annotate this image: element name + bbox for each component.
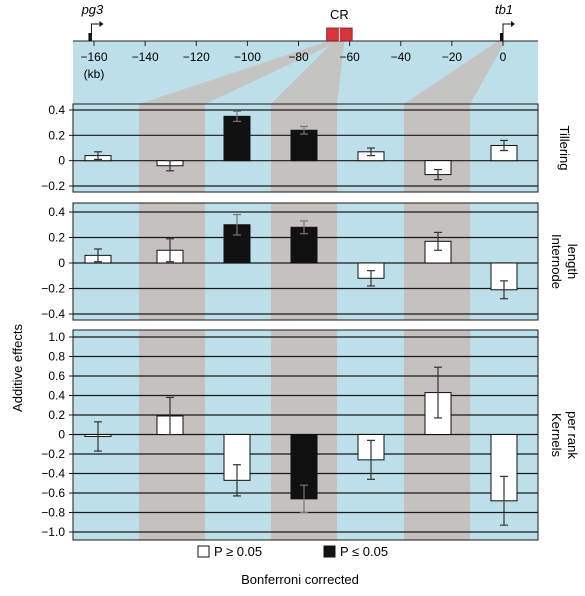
bar — [223, 115, 251, 162]
genome-track: −160 −140 −120 −100 −80 −60 −40 −20 0 (kb) CR pg3 tb… — [73, 2, 538, 104]
y-tick-label: 0.4 — [48, 205, 65, 219]
gene-arrow — [502, 23, 511, 33]
y-tick-label: 1.0 — [48, 330, 65, 344]
window-connectors — [139, 41, 506, 104]
y-tick-label: −0.8 — [41, 506, 65, 520]
connector-wedge — [271, 41, 345, 104]
y-tick-label: 0.4 — [48, 103, 65, 117]
region-label: CR — [330, 7, 349, 22]
trait-label: per rank — [565, 411, 580, 459]
y-tick-label: 0 — [58, 256, 65, 270]
y-tick-label: 0.2 — [48, 231, 65, 245]
track-tick-label: −160 — [80, 50, 107, 64]
legend: P ≥ 0.05 P ≤ 0.05 Bonferroni corrected — [197, 544, 388, 587]
gene-label: tb1 — [495, 2, 513, 17]
legend-swatch-nonsignificant — [197, 545, 210, 558]
track-tick-label: −40 — [391, 50, 412, 64]
legend-swatch-significant — [323, 545, 336, 558]
y-tick-label: 0.2 — [48, 128, 65, 142]
y-axis-label: Additive effects — [10, 324, 25, 412]
trait-label: Internode — [549, 234, 564, 289]
track-tick-label: 0 — [500, 50, 507, 64]
track-tick-label: −120 — [183, 50, 210, 64]
connector-wedge — [404, 41, 506, 104]
track-tick-label: −140 — [132, 50, 159, 64]
bar — [290, 129, 318, 162]
y-tick-label: 0.2 — [48, 408, 65, 422]
y-tick-label: 0.6 — [48, 369, 65, 383]
shaded-column — [139, 104, 205, 192]
gene-arrowhead — [99, 21, 104, 27]
y-tick-label: −0.2 — [41, 282, 65, 296]
panel-frame — [72, 103, 539, 193]
y-tick-label: −0.2 — [41, 447, 65, 461]
trait-label: Kernels — [549, 413, 564, 458]
gene-label: pg3 — [81, 2, 104, 17]
trait-label: Tillering — [557, 125, 572, 170]
panel-frame — [72, 329, 539, 541]
legend-label-significant: P ≤ 0.05 — [340, 544, 388, 559]
track-tick-label: −100 — [234, 50, 261, 64]
trait-label: length — [565, 244, 580, 279]
legend-label-nonsignificant: P ≥ 0.05 — [214, 544, 262, 559]
gene-marker — [88, 33, 92, 41]
gene-arrowhead — [511, 21, 515, 27]
trait-panels: −0.2 0 0.2 0.4 Tillering −0.4 −0.2 0 0.2 0.4 Inter… — [41, 103, 580, 541]
panel-frame — [72, 202, 539, 321]
y-tick-label: −1.0 — [41, 525, 65, 539]
shaded-column — [404, 104, 470, 192]
panel-tillering: −0.2 0 0.2 0.4 Tillering — [41, 103, 572, 193]
track-tick-label: −20 — [442, 50, 463, 64]
gene-marker — [500, 33, 504, 41]
panel-kernels-per-rank: −1.0 −0.8 −0.6 −0.4 −0.2 0 0.2 0.4 0.6 0.8 1.0 Kern… — [41, 329, 580, 541]
gene-arrow — [90, 23, 100, 33]
y-tick-label: 0 — [58, 428, 65, 442]
track-tick-label: −80 — [288, 50, 309, 64]
panel-internode-length: −0.4 −0.2 0 0.2 0.4 Internode length — [41, 202, 580, 321]
y-tick-label: −0.4 — [41, 467, 65, 481]
track-unit-label: (kb) — [84, 67, 105, 81]
y-tick-label: −0.6 — [41, 486, 65, 500]
connector-wedge — [139, 41, 340, 104]
y-tick-label: 0.8 — [48, 350, 65, 364]
y-tick-label: −0.2 — [41, 179, 65, 193]
y-tick-label: −0.4 — [41, 307, 65, 321]
legend-footnote: Bonferroni corrected — [241, 572, 359, 587]
y-tick-label: 0.4 — [48, 389, 65, 403]
y-tick-label: 0 — [58, 154, 65, 168]
track-tick-label: −60 — [339, 50, 360, 64]
